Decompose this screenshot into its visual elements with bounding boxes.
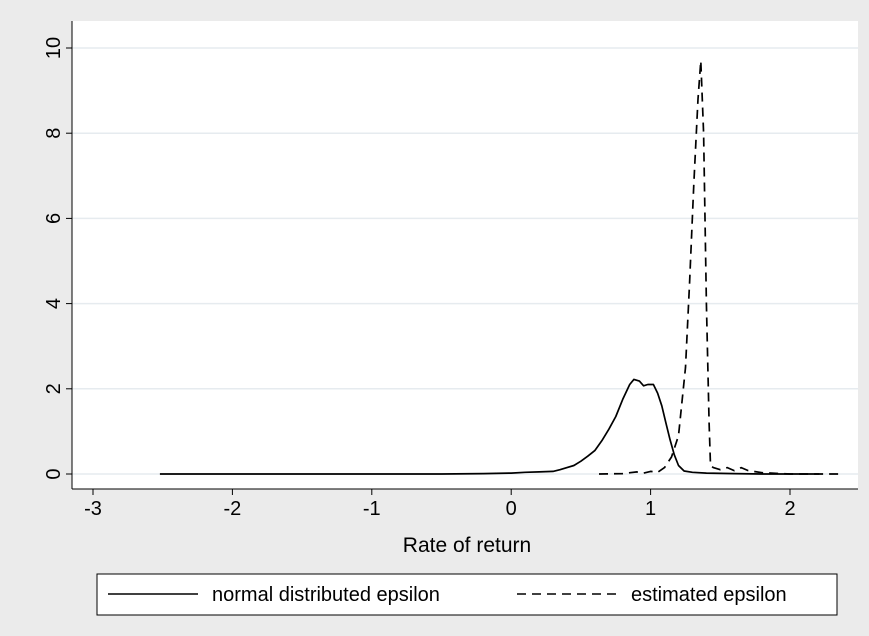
y-tick-label: 10 [43, 37, 65, 59]
y-tick-label: 2 [43, 383, 65, 394]
x-tick-label: -3 [84, 498, 102, 520]
y-tick-label: 4 [43, 298, 65, 309]
series-line-0 [159, 378, 820, 475]
x-tick-label: -2 [224, 498, 242, 520]
legend-label-normal: normal distributed epsilon [212, 584, 440, 606]
x-axis-label: Rate of return [403, 534, 531, 557]
ticks: 0 2 4 6 8 10 -3 -2 -1 0 1 2 [43, 37, 796, 520]
legend-label-estimated: estimated epsilon [631, 584, 787, 606]
axes [71, 21, 858, 490]
x-tick-label: 1 [645, 498, 656, 520]
y-tick-label: 0 [43, 468, 65, 479]
legend: normal distributed epsilon estimated eps… [96, 573, 838, 616]
legend-box [96, 573, 838, 616]
x-tick-label: 2 [784, 498, 795, 520]
series-line-1 [598, 59, 842, 475]
series-layer [159, 59, 842, 475]
y-tick-label: 6 [43, 213, 65, 224]
plot-background [72, 21, 858, 489]
x-tick-label: 0 [506, 498, 517, 520]
x-tick-label: -1 [363, 498, 381, 520]
y-tick-label: 8 [43, 128, 65, 139]
